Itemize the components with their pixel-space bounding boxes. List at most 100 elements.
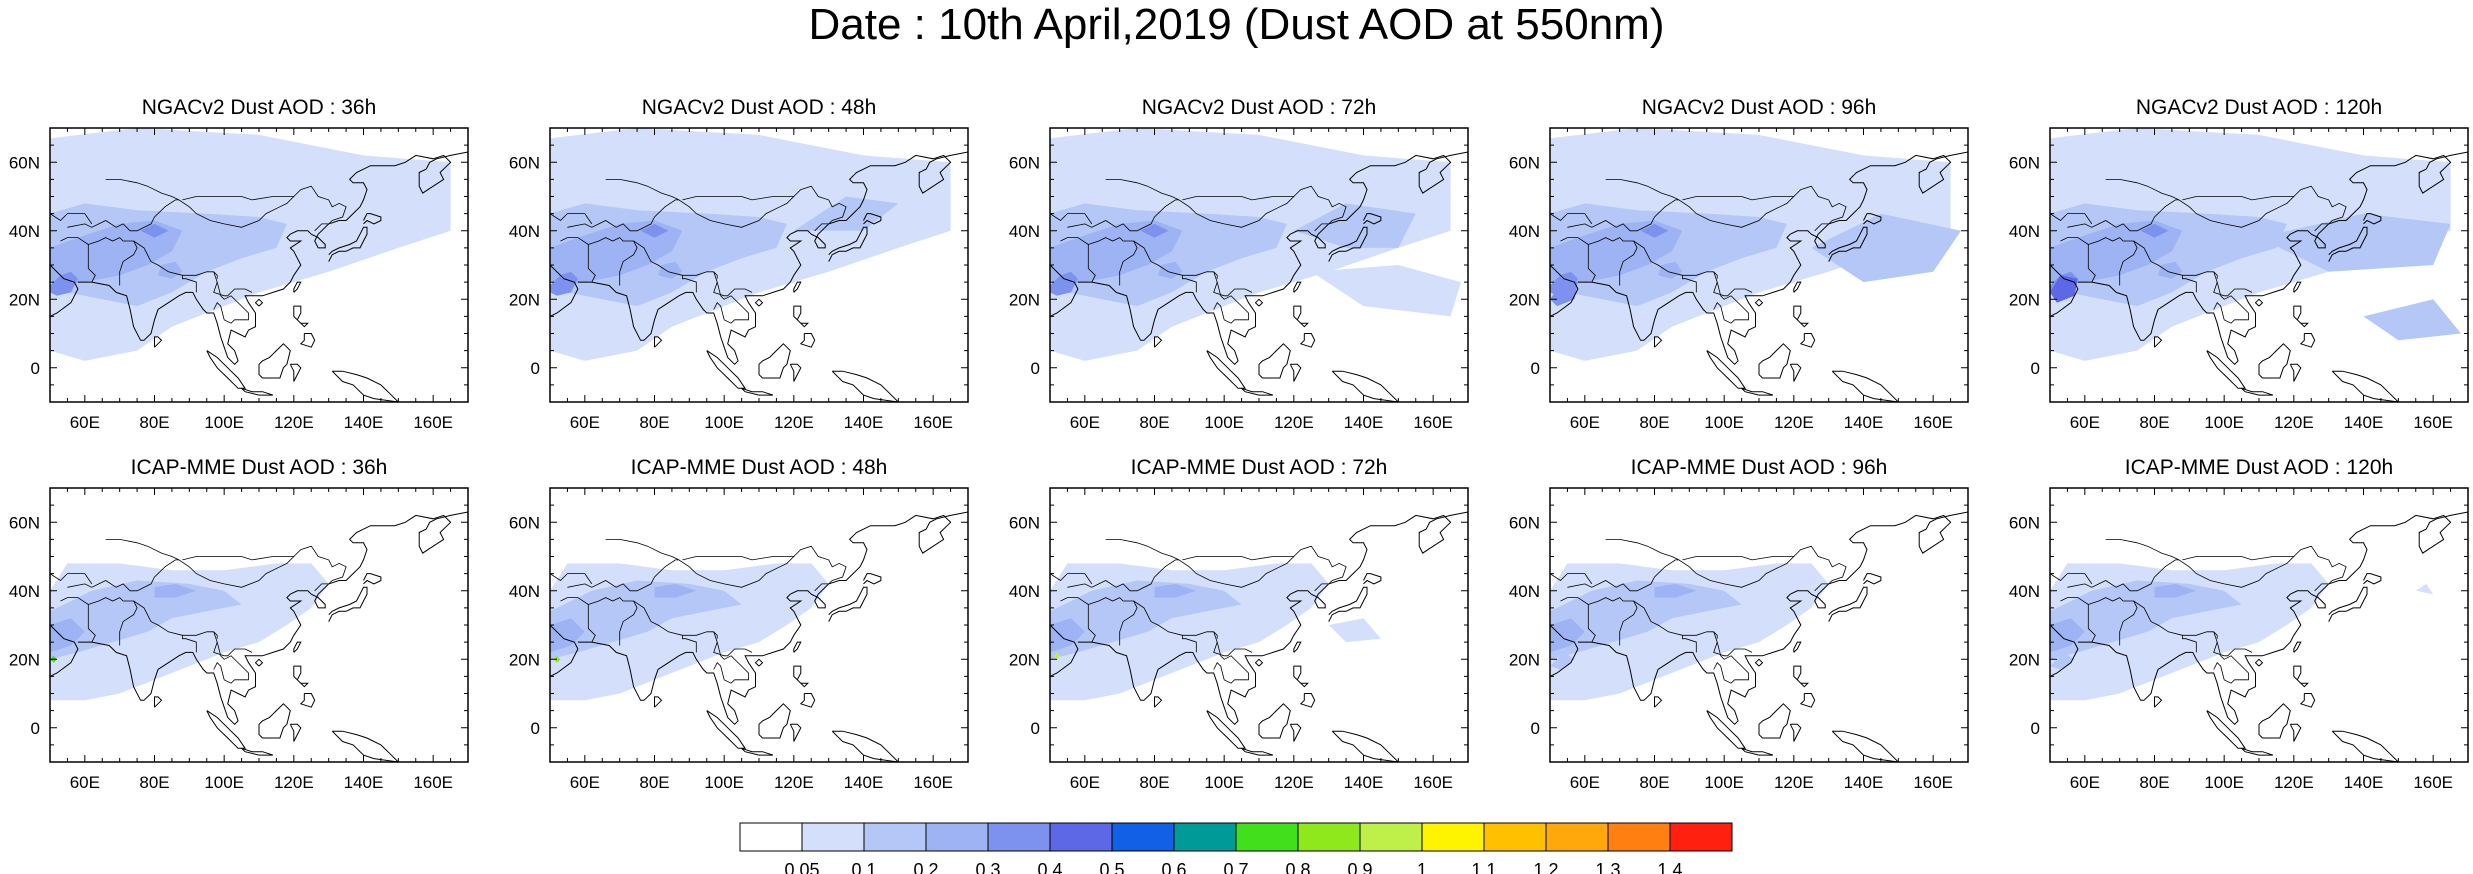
country-border: [1633, 600, 1753, 657]
dust-field: [50, 128, 468, 402]
coastline: [1293, 641, 1302, 653]
country-border: [560, 237, 596, 283]
dust-aod-region: [50, 618, 85, 653]
coastline: [331, 370, 400, 402]
coastline: [1293, 665, 1310, 688]
lat-tick-label: 20N: [509, 290, 540, 309]
lon-tick-label: 60E: [570, 413, 600, 432]
country-border: [1314, 583, 1329, 592]
dust-aod-region: [1293, 203, 1416, 248]
country-border: [1088, 597, 1138, 646]
country-border: [2105, 539, 2180, 561]
dust-aod-region: [50, 128, 451, 361]
country-border: [1550, 213, 1593, 225]
coastline: [1293, 281, 1302, 293]
panel-background: [2050, 488, 2468, 762]
country-border: [88, 237, 138, 286]
dust-aod-region: [50, 580, 242, 660]
country-border: [67, 556, 295, 592]
country-border: [2088, 597, 2138, 646]
coastline: [1577, 151, 1968, 365]
lon-tick-label: 160E: [413, 413, 453, 432]
lon-tick-label: 160E: [413, 773, 453, 792]
country-border: [133, 240, 253, 297]
colorbar-label: 0.8: [1285, 860, 1310, 874]
coastline: [758, 703, 791, 739]
panel-frame: [1549, 127, 1969, 403]
coastline: [799, 693, 816, 708]
country-border: [293, 545, 347, 585]
country-border: [2293, 545, 2347, 585]
panel-frame: [49, 487, 469, 763]
coastline: [331, 730, 400, 762]
country-border: [567, 196, 795, 232]
lon-tick-label: 100E: [1204, 773, 1244, 792]
coastline: [1789, 723, 1802, 742]
country-border: [1814, 223, 1829, 232]
coastline: [1828, 226, 1868, 262]
lon-tick-label: 100E: [204, 773, 244, 792]
country-border: [605, 179, 680, 201]
lat-tick-label: 60N: [2009, 513, 2040, 532]
dust-field: [1550, 488, 1968, 762]
coastline: [2258, 703, 2291, 739]
lon-tick-label: 160E: [913, 413, 953, 432]
coastline: [758, 343, 791, 379]
lat-tick-label: 20N: [9, 290, 40, 309]
lon-tick-label: 80E: [1139, 413, 1169, 432]
lat-tick-label: 40N: [9, 582, 40, 601]
lat-tick-label: 0: [31, 359, 40, 378]
dust-aod-region: [1550, 580, 1742, 660]
lon-tick-label: 80E: [639, 773, 669, 792]
country-border: [1560, 597, 1596, 643]
country-border: [2314, 583, 2329, 592]
coastline: [2154, 336, 2163, 348]
colorbar-swatch: [1545, 822, 1609, 852]
country-border: [1088, 237, 1138, 286]
lon-tick-label: 140E: [2344, 773, 2384, 792]
colorbar-label: 0.7: [1223, 860, 1248, 874]
country-border: [1182, 635, 1197, 653]
coastline: [293, 641, 302, 653]
lat-tick-label: 60N: [2009, 153, 2040, 172]
lon-tick-label: 80E: [2139, 413, 2169, 432]
dust-aod-region: [50, 203, 287, 307]
coastline: [1363, 573, 1382, 585]
lat-tick-label: 0: [1031, 719, 1040, 738]
panel-frame: [1049, 487, 1469, 763]
coastline: [258, 343, 291, 379]
dust-field: [1050, 488, 1468, 762]
coastline: [2289, 723, 2302, 742]
country-border: [2213, 631, 2218, 639]
lat-tick-label: 20N: [1509, 290, 1540, 309]
dust-aod-region: [1154, 583, 1197, 598]
lon-tick-label: 160E: [1413, 413, 1453, 432]
dust-field: [50, 488, 468, 762]
colorbar: 0.05 0.1 0.2 0.3 0.4 0.5 0.6 0.7 0.8 0.9 1 1.1 1.2 1.…: [739, 822, 1733, 874]
lon-tick-label: 120E: [774, 773, 814, 792]
coastline: [2289, 363, 2302, 382]
lat-tick-label: 0: [1031, 359, 1040, 378]
coastline: [577, 151, 968, 365]
dust-aod-region: [2050, 128, 2451, 361]
dust-aod-region: [1050, 271, 1078, 296]
colorbar-swatch: [1669, 822, 1733, 852]
lon-tick-label: 100E: [2204, 773, 2244, 792]
dust-aod-region: [1550, 128, 1951, 361]
panel-frame: [549, 127, 969, 403]
country-border: [1293, 545, 1347, 585]
lat-tick-label: 60N: [509, 513, 540, 532]
lon-tick-label: 100E: [1704, 413, 1744, 432]
country-border: [793, 185, 847, 225]
coastline: [293, 281, 302, 293]
country-border: [133, 600, 253, 657]
coastline: [1758, 343, 1791, 379]
coastline: [1799, 693, 1816, 708]
coastline: [1077, 511, 1468, 725]
lon-tick-label: 140E: [2344, 413, 2384, 432]
dust-aod-region: [550, 271, 578, 296]
lon-tick-label: 140E: [1344, 773, 1384, 792]
country-border: [213, 631, 218, 639]
country-border: [2067, 556, 2295, 592]
coastline: [1706, 710, 1747, 749]
